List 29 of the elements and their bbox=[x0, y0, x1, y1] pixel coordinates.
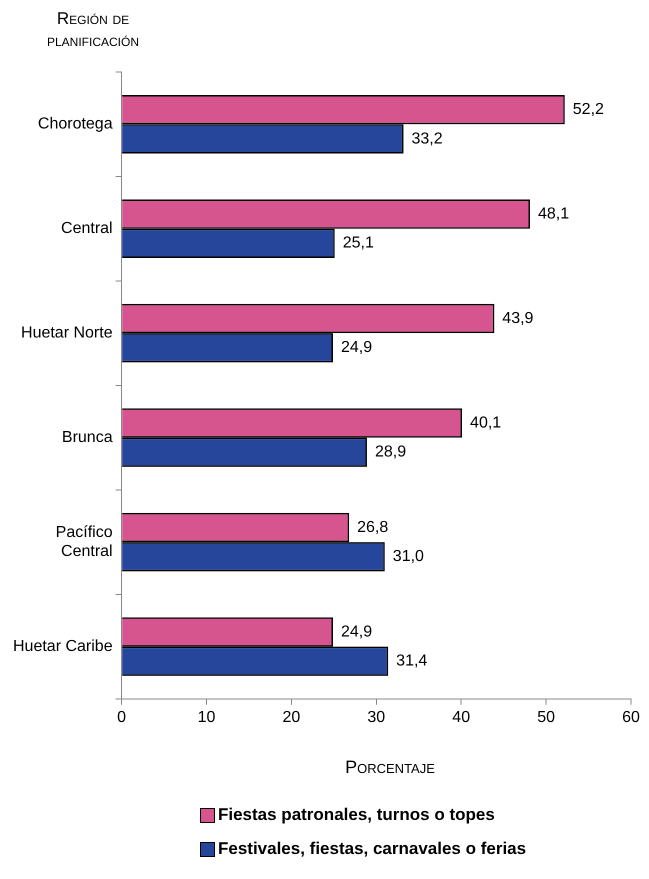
x-tick-label: 0 bbox=[117, 708, 126, 726]
x-tick-label: 30 bbox=[367, 708, 386, 726]
data-label: 43,9 bbox=[502, 310, 534, 327]
y-tick-label: Central bbox=[61, 220, 113, 238]
data-label: 26,8 bbox=[357, 518, 388, 536]
data-label: 31,0 bbox=[392, 548, 424, 566]
y-axis-title: Región de planificación bbox=[46, 8, 140, 52]
y-tick-label: Huetar Caribe bbox=[12, 638, 113, 655]
x-tick-label: 50 bbox=[537, 708, 556, 726]
x-tick-label: 40 bbox=[452, 708, 470, 726]
y-tick-label: Huetar Norte bbox=[21, 324, 113, 342]
data-label: 25,1 bbox=[342, 234, 374, 252]
data-label: 33,2 bbox=[411, 130, 443, 148]
data-label: 24,9 bbox=[341, 339, 372, 356]
data-label: 24,9 bbox=[341, 623, 372, 640]
x-axis-title: Porcentaje bbox=[344, 757, 436, 778]
y-tick-label: Chorotega bbox=[38, 116, 113, 133]
x-tick-label: 10 bbox=[198, 708, 216, 726]
x-tick-label: 20 bbox=[282, 708, 300, 726]
data-label: 48,1 bbox=[538, 205, 570, 222]
data-label: 40,1 bbox=[470, 414, 502, 432]
x-tick-label: 60 bbox=[622, 708, 640, 726]
y-tick-label: Brunca bbox=[62, 429, 113, 446]
data-label: 31,4 bbox=[396, 652, 428, 670]
data-label: 28,9 bbox=[374, 444, 406, 461]
legend-label: Festivales, fiestas, carnavales o ferias bbox=[218, 839, 526, 859]
legend-label: Fiestas patronales, turnos o topes bbox=[218, 805, 495, 825]
y-tick-label: Pacífico Central bbox=[56, 524, 113, 560]
data-label: 52,2 bbox=[572, 101, 604, 118]
